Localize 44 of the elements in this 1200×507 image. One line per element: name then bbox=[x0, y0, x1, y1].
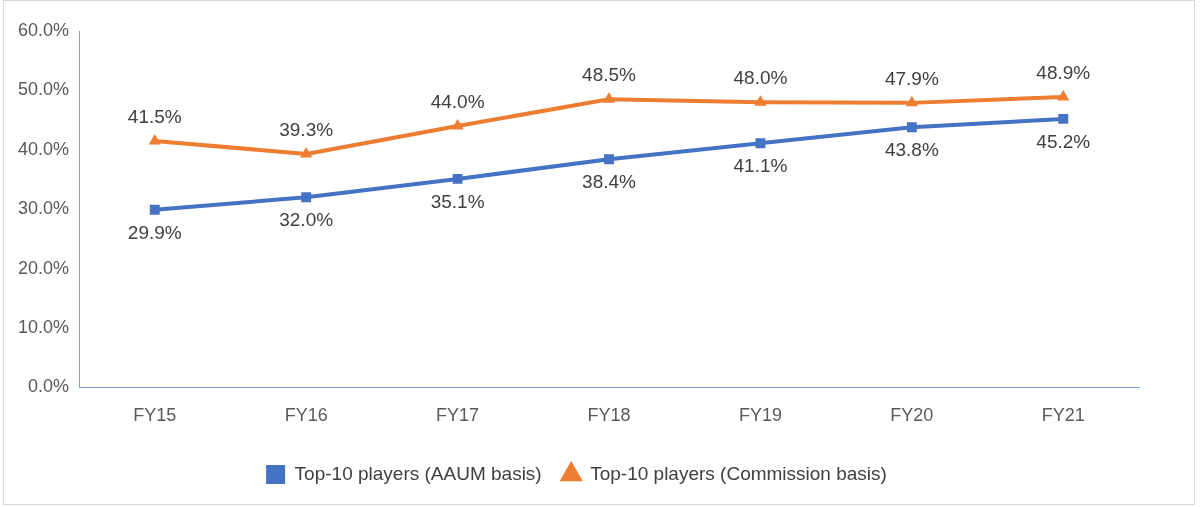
data-label: 48.0% bbox=[733, 67, 788, 89]
data-label: 43.8% bbox=[884, 138, 939, 160]
x-tick-label: FY20 bbox=[890, 405, 934, 426]
y-tick-label: 0.0% bbox=[28, 376, 70, 397]
y-tick-label: 40.0% bbox=[17, 138, 70, 159]
x-tick-label: FY15 bbox=[133, 405, 177, 426]
x-tick-label: FY16 bbox=[284, 405, 328, 426]
data-label: 47.9% bbox=[884, 67, 939, 89]
point bbox=[451, 119, 464, 130]
point bbox=[301, 192, 312, 203]
y-tick-label: 50.0% bbox=[17, 79, 70, 100]
y-tick-label: 60.0% bbox=[17, 19, 70, 40]
point bbox=[602, 92, 616, 103]
legend-label: Top-10 players (Commission basis) bbox=[590, 462, 887, 484]
data-label: 45.2% bbox=[1036, 130, 1091, 152]
y-tick-label: 10.0% bbox=[17, 316, 70, 337]
y-tick-label: 30.0% bbox=[17, 198, 70, 219]
point bbox=[604, 154, 614, 165]
data-label: 35.1% bbox=[430, 190, 485, 212]
point bbox=[906, 122, 917, 133]
y-tick-label: 20.0% bbox=[17, 257, 70, 278]
x-tick-label: FY21 bbox=[1041, 405, 1085, 426]
x-tick-label: FY18 bbox=[587, 405, 631, 426]
data-label: 41.1% bbox=[733, 155, 788, 176]
data-label: 48.9% bbox=[1036, 61, 1091, 83]
point bbox=[149, 204, 160, 215]
point bbox=[905, 95, 918, 107]
point bbox=[300, 146, 313, 158]
data-label: 39.3% bbox=[279, 118, 334, 140]
x-tick-label: FY19 bbox=[738, 405, 782, 426]
data-label: 29.9% bbox=[127, 221, 182, 243]
legend-label: Top-10 players (AAUM basis) bbox=[294, 462, 542, 484]
point bbox=[452, 173, 463, 184]
point bbox=[1057, 89, 1070, 101]
point bbox=[755, 138, 766, 149]
point bbox=[148, 133, 161, 145]
data-label: 41.5% bbox=[127, 105, 182, 127]
point bbox=[1058, 113, 1069, 124]
data-label: 44.0% bbox=[430, 90, 485, 112]
point bbox=[754, 95, 767, 106]
data-label: 48.5% bbox=[582, 64, 637, 86]
data-label: 32.0% bbox=[279, 209, 334, 231]
data-label: 38.4% bbox=[582, 171, 637, 193]
x-tick-label: FY17 bbox=[436, 405, 480, 426]
